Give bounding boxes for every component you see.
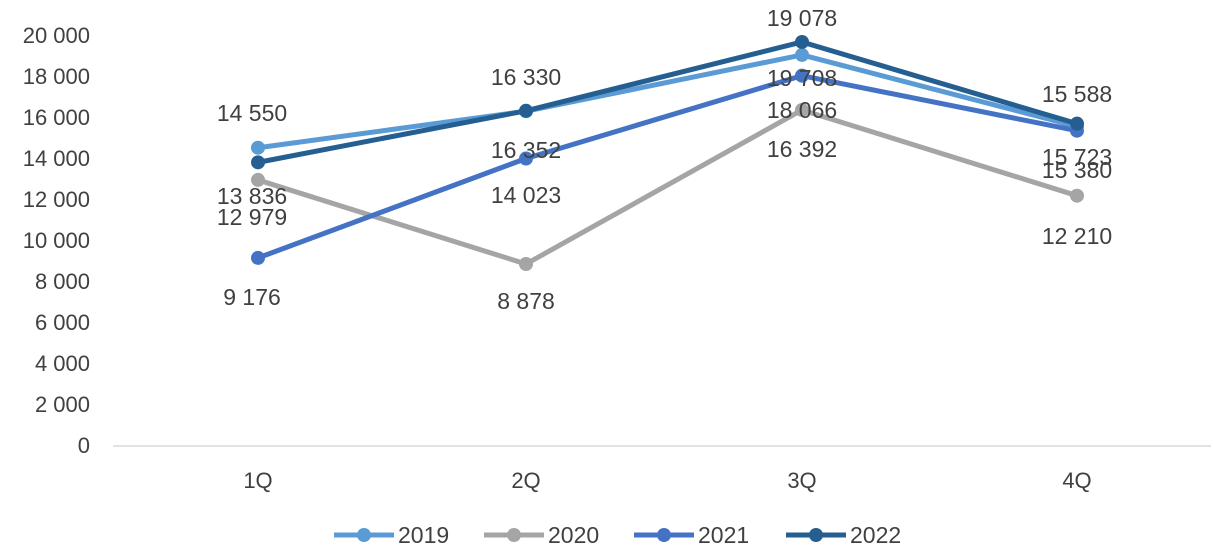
data-label-2021: 18 066 — [767, 97, 837, 123]
y-tick-label: 6 000 — [35, 310, 90, 335]
legend-label: 2022 — [850, 522, 901, 548]
data-point-2022 — [795, 34, 809, 49]
data-point-2020 — [1070, 188, 1084, 203]
data-point-2022 — [1070, 116, 1084, 131]
data-label-2022: 19 708 — [767, 65, 837, 91]
data-label-2021: 9 176 — [223, 284, 281, 310]
data-label-2022: 16 352 — [491, 137, 561, 163]
legend-swatch-marker — [357, 528, 371, 542]
data-label-2020: 8 878 — [497, 288, 555, 314]
data-label-2019: 15 588 — [1042, 81, 1112, 107]
y-tick-label: 8 000 — [35, 269, 90, 294]
y-tick-label: 12 000 — [23, 187, 90, 212]
legend-label: 2020 — [548, 522, 599, 548]
series-line-2020 — [255, 107, 1080, 267]
y-tick-label: 18 000 — [23, 64, 90, 89]
data-label-2021: 15 380 — [1042, 157, 1112, 183]
data-point-2021 — [795, 68, 809, 83]
x-tick-label: 1Q — [243, 468, 272, 493]
data-label-2019: 19 078 — [767, 5, 837, 31]
data-label-2020: 12 210 — [1042, 223, 1112, 249]
legend-label: 2019 — [398, 522, 449, 548]
y-axis: 0 2 000 4 000 6 000 8 000 10 000 12 000 14 000 1… — [23, 23, 90, 458]
series-line-2019 — [255, 52, 1080, 151]
y-tick-label: 10 000 — [23, 228, 90, 253]
data-point-2019 — [795, 47, 809, 62]
series-lines — [255, 39, 1080, 267]
legend-item-2019: 2019 — [334, 522, 449, 548]
y-tick-label: 20 000 — [23, 23, 90, 48]
y-tick-label: 2 000 — [35, 392, 90, 417]
data-point-2019 — [251, 140, 265, 155]
x-tick-label: 4Q — [1062, 468, 1091, 493]
data-label-2022: 15 723 — [1042, 144, 1112, 170]
data-labels: 14 550 16 330 19 078 15 588 12 979 8 878 16 39… — [217, 5, 1112, 314]
legend-swatch-marker — [657, 528, 671, 542]
data-point-2022 — [251, 155, 265, 170]
data-point-2021 — [519, 151, 533, 166]
y-tick-label: 14 000 — [23, 146, 90, 171]
x-axis: 1Q 2Q 3Q 4Q — [113, 445, 1211, 493]
data-point-2022 — [519, 103, 533, 118]
data-label-2022: 13 836 — [217, 183, 287, 209]
legend-label: 2021 — [698, 522, 749, 548]
data-label-2020: 12 979 — [217, 204, 287, 230]
legend-swatch-marker — [809, 528, 823, 542]
data-label-2021: 14 023 — [491, 182, 561, 208]
data-point-2020 — [251, 172, 265, 187]
legend-swatch-marker — [507, 528, 521, 542]
data-point-2020 — [795, 102, 809, 117]
series-points — [251, 34, 1084, 272]
data-label-2019: 14 550 — [217, 100, 287, 126]
series-line-2021 — [255, 73, 1080, 261]
y-tick-label: 4 000 — [35, 351, 90, 376]
y-tick-label: 16 000 — [23, 105, 90, 130]
x-tick-label: 3Q — [787, 468, 816, 493]
data-label-2019: 16 330 — [491, 64, 561, 90]
series-line-2022 — [255, 39, 1080, 165]
legend-item-2022: 2022 — [786, 522, 901, 548]
data-point-2020 — [519, 257, 533, 272]
y-tick-label: 0 — [78, 433, 90, 458]
legend-item-2020: 2020 — [484, 522, 599, 548]
data-label-2020: 16 392 — [767, 136, 837, 162]
legend: 2019 2020 2021 2022 — [334, 522, 901, 548]
x-tick-label: 2Q — [511, 468, 540, 493]
data-point-2021 — [251, 250, 265, 265]
legend-item-2021: 2021 — [634, 522, 749, 548]
